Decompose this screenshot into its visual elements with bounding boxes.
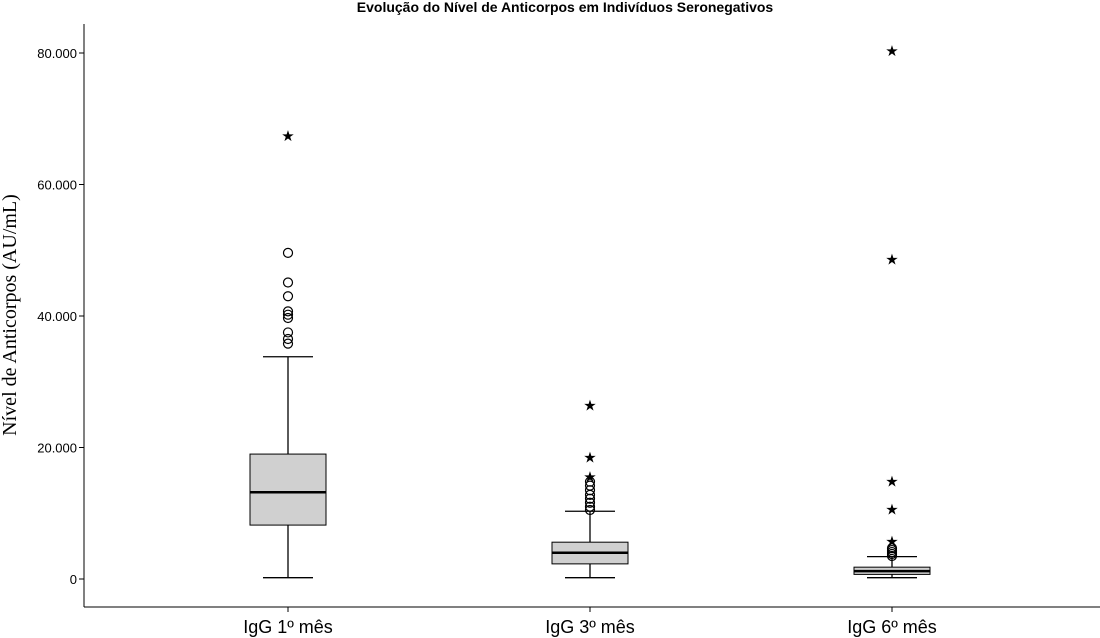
y-tick-label: 60.000	[37, 178, 77, 193]
x-ticks: IgG 1º mês IgG 3º mês IgG 6º mês	[243, 607, 937, 637]
outlier-point	[282, 312, 294, 324]
outlier-point	[584, 504, 596, 516]
extreme-point: ★	[885, 42, 898, 60]
x-tick-label: IgG 6º mês	[847, 617, 937, 637]
outlier-point	[282, 309, 294, 320]
x-tick-label: IgG 3º mês	[545, 617, 635, 637]
extreme-point: ★	[885, 533, 898, 551]
box-group: ★ ★ ★	[551, 396, 629, 579]
y-tick-label: 0	[70, 572, 77, 587]
outlier-point	[584, 480, 596, 491]
boxes: ★ ★ ★ ★ ★ ★ ★ ★ ★	[249, 42, 931, 579]
outlier-point	[282, 338, 294, 349]
y-tick-label: 40.000	[37, 309, 77, 324]
outlier-point	[584, 497, 596, 508]
extreme-point: ★	[885, 473, 898, 491]
extreme-point: ★	[885, 250, 898, 268]
outlier-point	[584, 476, 596, 487]
outlier-point	[886, 542, 898, 554]
extreme-point: ★	[281, 127, 294, 145]
box-group: ★ ★ ★ ★ ★	[853, 42, 931, 579]
extreme-point: ★	[583, 448, 596, 466]
extreme-point: ★	[583, 396, 596, 414]
x-tick-label: IgG 1º mês	[243, 617, 333, 637]
outlier-point	[282, 327, 294, 338]
outlier-point	[282, 291, 294, 302]
outlier-point	[282, 306, 294, 317]
y-tick-label: 20.000	[37, 441, 77, 456]
extreme-point: ★	[583, 468, 596, 486]
y-ticks: 0 20.000 40.000 60.000 80.000	[37, 46, 84, 587]
y-axis-label: Nível de Anticorpos (AU/mL)	[0, 194, 21, 436]
box-group: ★	[249, 127, 327, 579]
outlier-point	[282, 333, 294, 345]
outlier-point	[282, 277, 294, 288]
chart-title: Evolução do Nível de Anticorpos em Indiv…	[357, 0, 774, 15]
extreme-point: ★	[885, 500, 898, 518]
y-tick-label: 80.000	[37, 46, 77, 61]
outlier-point	[282, 247, 294, 258]
box-iqr	[249, 453, 327, 526]
outlier-point	[584, 501, 596, 512]
